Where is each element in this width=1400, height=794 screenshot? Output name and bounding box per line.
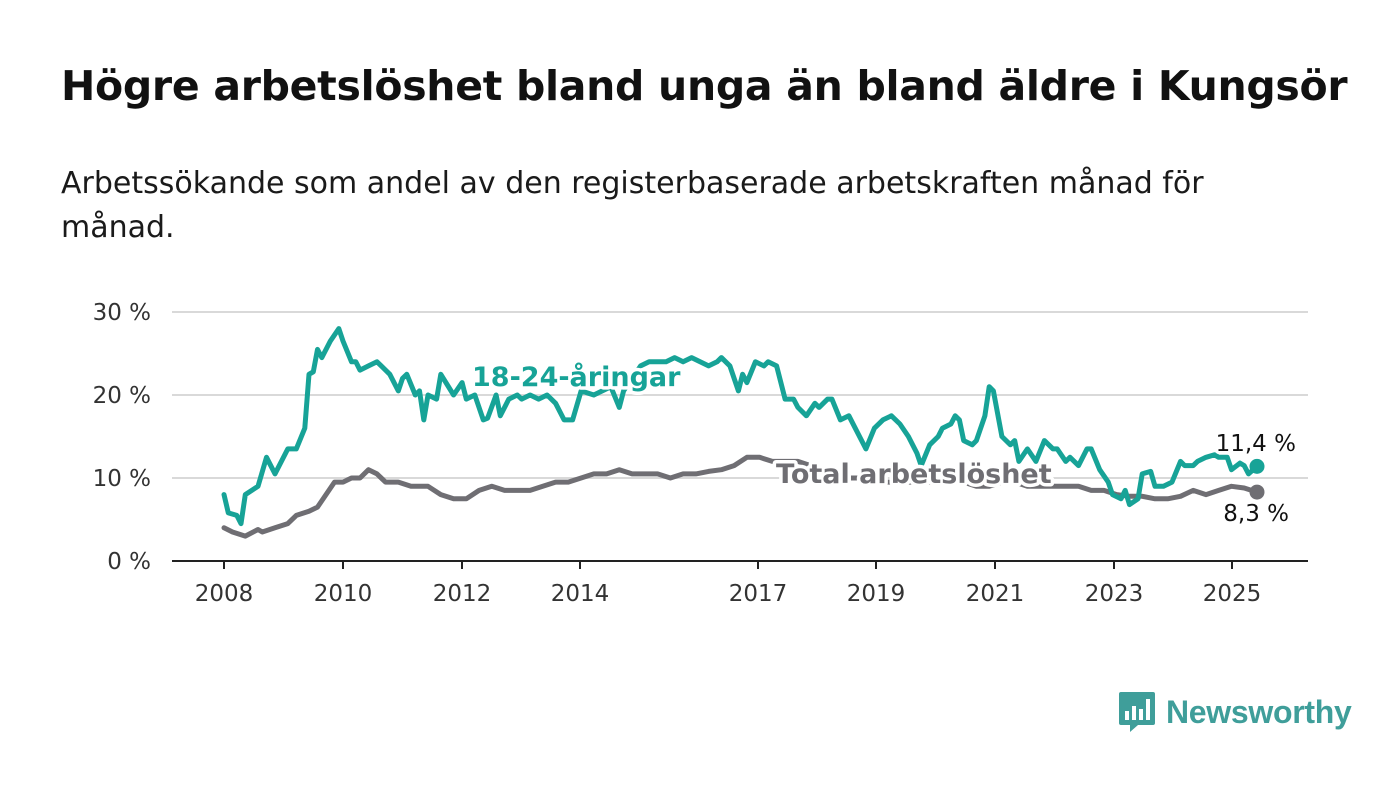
series-line xyxy=(221,454,1260,539)
x-axis-ticks: 2008 2010 2012 2014 2017 2019 2021 2023 2025 xyxy=(195,561,1262,607)
brand-logo[interactable]: Newsworthy xyxy=(1118,690,1352,734)
x-tick-label: 2010 xyxy=(314,581,373,607)
end-value-label-youth: 11,4 % xyxy=(1216,431,1296,457)
line-chart: 0 % 10 % 20 % 30 % 2008 2010 2012 2014 2017 2019… xyxy=(93,300,1308,607)
gridlines xyxy=(172,311,1308,562)
y-axis-ticks: 0 % 10 % 20 % 30 % xyxy=(93,300,151,575)
x-tick-label: 2023 xyxy=(1085,581,1144,607)
end-value-label-total: 8,3 % xyxy=(1223,501,1289,527)
series-labels: 18-24-åringar Total arbetslöshet 11,4 % 8,3… xyxy=(469,358,1300,531)
x-tick-label: 2012 xyxy=(433,581,492,607)
x-tick-label: 2025 xyxy=(1203,581,1262,607)
x-tick-label: 2017 xyxy=(729,581,788,607)
series-label-total: Total arbetslöshet xyxy=(776,459,1052,490)
series-end-point xyxy=(1249,458,1265,474)
y-tick-label: 20 % xyxy=(93,383,151,409)
y-tick-label: 0 % xyxy=(107,549,151,575)
chart-subtitle: Arbetssökande som andel av den registerb… xyxy=(61,166,1204,245)
y-tick-label: 10 % xyxy=(93,466,151,492)
x-tick-label: 2019 xyxy=(847,581,906,607)
chart-title: Högre arbetslöshet bland unga än bland ä… xyxy=(61,62,1348,110)
x-tick-label: 2008 xyxy=(195,581,254,607)
bar-chart-speech-bubble-icon xyxy=(1119,692,1155,732)
series-end-point xyxy=(1249,484,1265,500)
x-tick-label: 2014 xyxy=(551,581,610,607)
y-tick-label: 30 % xyxy=(93,300,151,326)
brand-name: Newsworthy xyxy=(1166,693,1352,730)
series-line xyxy=(221,326,1260,527)
series-label-youth: 18-24-åringar xyxy=(472,361,681,393)
x-tick-label: 2021 xyxy=(966,581,1025,607)
series-lines xyxy=(221,326,1265,539)
